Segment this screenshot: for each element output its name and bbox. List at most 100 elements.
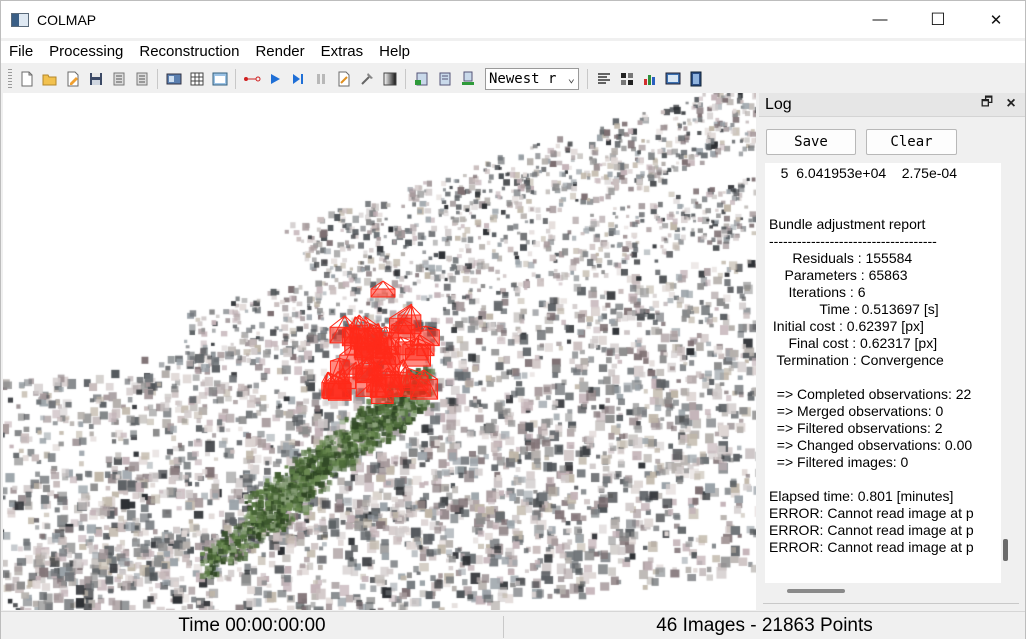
window-title: COLMAP <box>37 11 97 28</box>
automatic-reconstruction-icon <box>243 76 260 81</box>
export-model-button[interactable] <box>132 69 152 89</box>
close-button[interactable]: ✕ <box>967 1 1025 38</box>
save-log-button[interactable]: Save <box>766 129 856 155</box>
reset-reconstruction-button[interactable] <box>334 69 354 89</box>
reconstruction-select[interactable]: Newest r ⌄ <box>485 67 579 90</box>
grab-image-button[interactable] <box>686 69 706 89</box>
save-project-button[interactable] <box>86 69 106 89</box>
toolbar-separator <box>405 68 406 89</box>
start-reconstruction-icon <box>270 73 280 84</box>
log-line: Termination : Convergence <box>769 352 944 368</box>
log-horizontal-scrollbar[interactable] <box>765 585 1001 597</box>
feature-matching-icon <box>190 72 203 85</box>
menu-help[interactable]: Help <box>379 43 411 60</box>
log-window-icon <box>665 72 680 84</box>
log-line <box>769 369 1001 386</box>
maximize-icon: ☐ <box>930 9 946 29</box>
toolbar-grip[interactable] <box>8 68 12 89</box>
menu-file[interactable]: File <box>9 43 34 60</box>
reset-reconstruction-icon <box>338 71 349 86</box>
log-vertical-scroll-thumb[interactable] <box>1003 539 1008 561</box>
log-horizontal-scroll-thumb[interactable] <box>787 589 845 593</box>
render-stats-icon <box>643 74 655 85</box>
log-dock: Log 🗗 × Save Clear 5 6.041953e+04 2.75e-… <box>759 93 1025 610</box>
chevron-down-icon: ⌄ <box>567 70 575 85</box>
menu-render[interactable]: Render <box>255 43 305 60</box>
feature-extraction-button[interactable] <box>164 69 184 89</box>
status-bar: Time 00:00:00:00 46 Images - 21863 Point… <box>1 611 1025 639</box>
open-project-icon <box>42 74 56 85</box>
database-management-button[interactable] <box>210 69 230 89</box>
render-stats-button[interactable] <box>640 69 660 89</box>
maximize-button[interactable]: ☐ <box>909 1 967 38</box>
log-line: => Merged observations: 0 <box>769 403 944 419</box>
title-bar: COLMAP — ☐ ✕ <box>1 1 1025 38</box>
clear-log-button[interactable]: Clear <box>866 129 957 155</box>
log-line <box>769 199 1001 216</box>
log-line: => Changed observations: 0.00 <box>769 437 973 453</box>
log-line: Time : 0.513697 [s] <box>769 301 939 317</box>
camera-frustum <box>402 337 432 367</box>
status-summary: 46 Images - 21863 Points <box>656 615 873 636</box>
undock-button[interactable]: 🗗 <box>979 94 995 112</box>
reset-view-button[interactable] <box>435 69 455 89</box>
new-project-icon <box>21 71 32 86</box>
log-line: Iterations : 6 <box>769 284 866 300</box>
feature-matching-button[interactable] <box>187 69 207 89</box>
new-project-button[interactable] <box>17 69 37 89</box>
log-line: Residuals : 155584 <box>769 250 913 266</box>
minimize-button[interactable]: — <box>851 1 909 38</box>
log-line: => Completed observations: 22 <box>769 386 972 402</box>
import-model-button[interactable] <box>109 69 129 89</box>
log-line: ERROR: Cannot read image at p <box>769 522 974 538</box>
database-management-icon <box>212 72 227 85</box>
feature-extraction-icon <box>166 73 181 84</box>
step-reconstruction-button[interactable] <box>288 69 308 89</box>
colmap-app-icon <box>11 12 29 27</box>
camera-frustum <box>321 371 351 399</box>
automatic-reconstruction-button[interactable] <box>242 69 262 89</box>
dense-reconstruction-button[interactable] <box>380 69 400 89</box>
log-line: ERROR: Cannot read image at p <box>769 539 974 555</box>
match-matrix-button[interactable] <box>617 69 637 89</box>
menu-reconstruction[interactable]: Reconstruction <box>139 43 240 60</box>
pause-reconstruction-button[interactable] <box>311 69 331 89</box>
log-title: Log <box>765 96 792 113</box>
log-window-button[interactable] <box>663 69 683 89</box>
match-matrix-icon <box>620 72 633 85</box>
log-line: ------------------------------------ <box>769 233 937 249</box>
bundle-adjustment-button[interactable] <box>357 69 377 89</box>
export-render-button[interactable] <box>458 69 478 89</box>
log-line: Final cost : 0.62317 [px] <box>769 335 938 351</box>
menu-extras[interactable]: Extras <box>320 43 364 60</box>
log-line: ERROR: Cannot read image at p <box>769 505 974 521</box>
render-options-icon <box>414 72 427 85</box>
start-reconstruction-button[interactable] <box>265 69 285 89</box>
export-render-icon <box>461 71 474 85</box>
edit-project-button[interactable] <box>63 69 83 89</box>
open-project-button[interactable] <box>40 69 60 89</box>
menu-processing[interactable]: Processing <box>49 43 124 60</box>
render-options-button[interactable] <box>412 69 432 89</box>
camera-frustum <box>389 358 411 388</box>
log-line: Bundle adjustment report <box>769 216 926 232</box>
log-vertical-scrollbar[interactable] <box>1001 163 1011 583</box>
log-line: => Filtered images: 0 <box>769 454 909 470</box>
log-lines: 5 6.041953e+04 2.75e-04 Bundle adjustment… <box>769 165 1001 556</box>
status-time: Time 00:00:00:00 <box>178 615 326 636</box>
close-icon: × <box>1006 95 1016 112</box>
import-model-icon <box>113 72 124 85</box>
close-log-button[interactable]: × <box>1003 95 1019 112</box>
camera-frustums <box>321 280 440 405</box>
log-line: => Filtered observations: 2 <box>769 420 943 436</box>
log-line <box>769 471 1001 488</box>
log-text-area[interactable]: 5 6.041953e+04 2.75e-04 Bundle adjustment… <box>765 163 1001 583</box>
reconstruction-viewport[interactable] <box>3 93 756 610</box>
window-controls: — ☐ ✕ <box>851 1 1025 38</box>
reconstruction-stats-button[interactable] <box>594 69 614 89</box>
dense-reconstruction-icon <box>383 72 396 85</box>
toolbar-separator <box>587 68 588 89</box>
reset-view-icon <box>439 72 450 85</box>
log-dock-header[interactable]: Log 🗗 × <box>759 93 1025 117</box>
